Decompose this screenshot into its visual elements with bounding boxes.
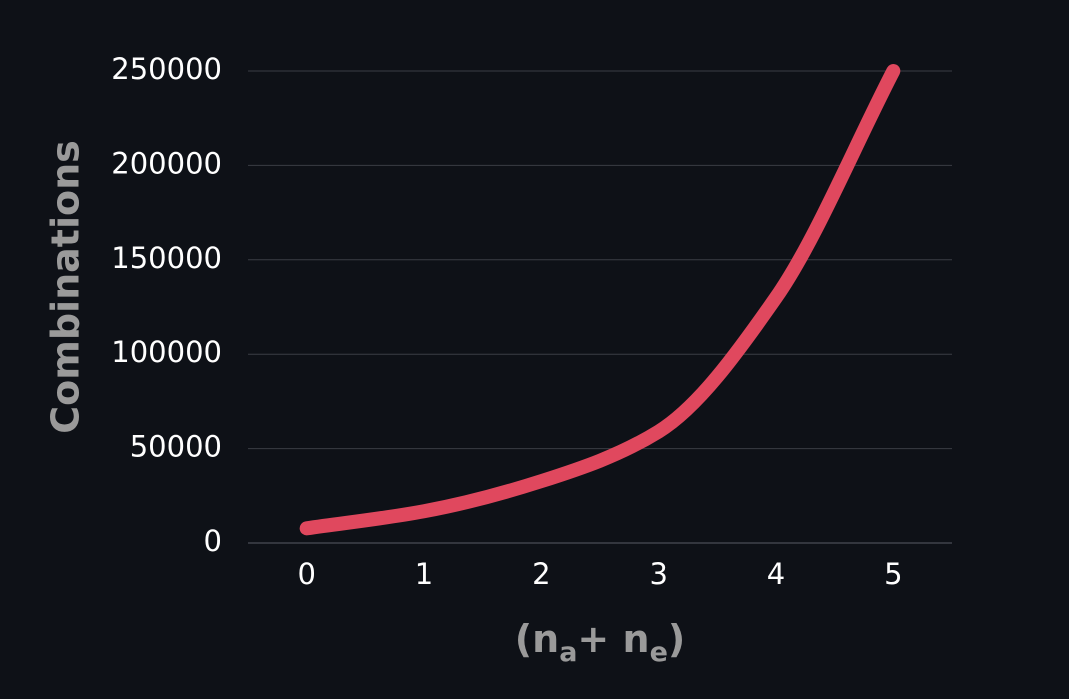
x-tick-label: 5 [884,557,902,591]
x-tick-label: 0 [297,557,315,591]
x-axis-title: (na+ ne) [515,617,686,668]
y-tick-label: 50000 [130,430,222,464]
series-line [299,64,901,536]
y-tick-label: 250000 [111,52,222,86]
y-tick-label: 0 [204,524,222,558]
x-tick-labels: 0 1 2 3 4 5 [297,557,902,591]
y-tick-label: 150000 [111,241,222,275]
grid-lines [248,70,952,544]
x-tick-label: 4 [767,557,785,591]
y-tick-label: 100000 [111,335,222,369]
y-tick-label: 200000 [111,146,222,180]
x-tick-label: 3 [649,557,667,591]
x-tick-label: 1 [415,557,433,591]
y-tick-labels: 0 50000 100000 150000 200000 250000 [111,52,222,558]
y-axis-title: Combinations [44,140,88,433]
x-tick-label: 2 [532,557,550,591]
